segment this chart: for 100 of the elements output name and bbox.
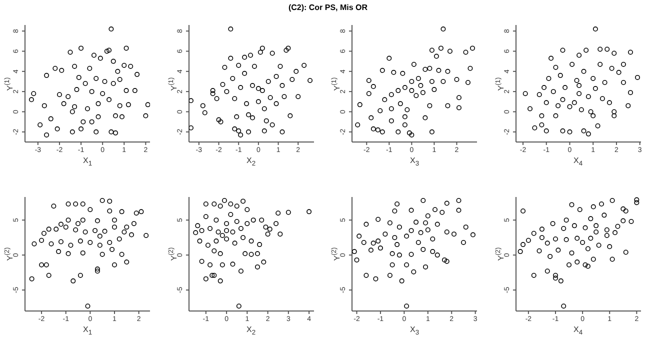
point (550, 89, 556, 94)
point (97, 242, 102, 248)
point (61, 101, 66, 106)
point (611, 113, 616, 118)
point (552, 276, 558, 281)
point (616, 70, 621, 75)
point (552, 64, 558, 70)
point (211, 272, 216, 278)
point (527, 106, 532, 112)
point (207, 226, 212, 231)
point (228, 201, 233, 206)
point (580, 128, 586, 134)
point (552, 113, 558, 118)
point (255, 99, 260, 104)
point (283, 48, 288, 53)
point (122, 62, 127, 68)
point (609, 256, 614, 262)
point (440, 26, 446, 32)
point (611, 50, 616, 56)
point (277, 64, 282, 69)
point (409, 88, 414, 94)
point (427, 103, 432, 108)
point (569, 62, 574, 67)
point (423, 220, 428, 226)
point (354, 257, 360, 262)
point (38, 122, 43, 128)
point (563, 218, 568, 223)
point (78, 272, 83, 278)
point (56, 249, 62, 254)
point (58, 222, 64, 227)
point (88, 240, 93, 245)
point (87, 66, 92, 71)
point (390, 251, 395, 256)
x-axis-title: X$_{1}$ (82, 156, 94, 170)
point (145, 102, 150, 108)
point (544, 268, 550, 274)
point (94, 268, 100, 274)
point (73, 201, 78, 206)
point (54, 226, 59, 232)
point (73, 227, 78, 232)
point (571, 223, 576, 228)
point (366, 91, 372, 96)
point (547, 254, 552, 259)
point (408, 228, 414, 234)
point (107, 208, 112, 214)
point (275, 210, 280, 216)
point (396, 88, 401, 94)
point (246, 129, 251, 134)
point (202, 276, 208, 282)
point (409, 78, 414, 84)
point (425, 227, 430, 232)
point (420, 198, 426, 203)
point (543, 128, 548, 134)
point (593, 223, 598, 228)
point (609, 198, 614, 203)
point (277, 232, 282, 237)
point (411, 62, 416, 67)
point (382, 97, 388, 102)
point (606, 100, 612, 106)
point (440, 210, 445, 215)
point (380, 68, 385, 73)
point (596, 242, 601, 248)
x-axis-title: X$_{4}$ (572, 156, 584, 170)
point (230, 262, 235, 267)
point (590, 76, 596, 81)
point (409, 132, 414, 138)
point (124, 224, 130, 230)
point (44, 132, 50, 138)
point (128, 64, 134, 69)
point (580, 68, 586, 74)
point (418, 230, 424, 236)
point (593, 229, 598, 234)
point (364, 272, 369, 278)
point (262, 224, 268, 230)
point (110, 58, 116, 64)
point (80, 201, 86, 206)
point (265, 78, 270, 84)
point (217, 251, 222, 256)
point (240, 235, 246, 240)
point (436, 68, 442, 73)
point (209, 272, 214, 278)
point (416, 240, 421, 245)
point (119, 209, 124, 214)
point (202, 110, 207, 116)
point (106, 97, 112, 102)
point (230, 76, 235, 81)
point (550, 221, 555, 226)
point (434, 252, 440, 258)
point (566, 129, 572, 134)
point (582, 262, 588, 268)
point (124, 46, 129, 51)
point (522, 91, 528, 96)
point (281, 94, 286, 100)
point (352, 249, 357, 254)
point (628, 218, 634, 224)
point (456, 198, 462, 203)
point (361, 240, 366, 245)
point (94, 218, 100, 224)
point (574, 78, 579, 83)
point (378, 108, 383, 114)
